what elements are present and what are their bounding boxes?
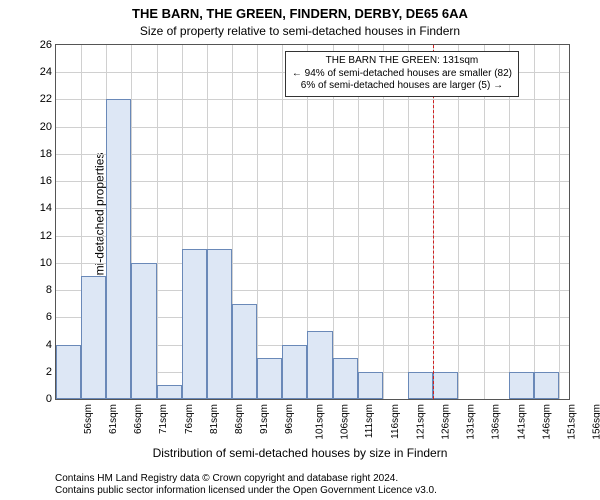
x-tick-label: 86sqm [234, 404, 245, 434]
histogram-bar [307, 331, 332, 399]
x-tick-label: 71sqm [158, 404, 169, 434]
histogram-bar [182, 249, 207, 399]
y-tick-label: 8 [34, 284, 52, 296]
annotation-line: ← 94% of semi-detached houses are smalle… [292, 68, 512, 81]
histogram-bar [282, 345, 307, 399]
y-tick-label: 12 [34, 230, 52, 242]
y-tick-label: 6 [34, 311, 52, 323]
y-tick-label: 2 [34, 366, 52, 378]
grid-line-v [383, 45, 384, 399]
x-tick-label: 121sqm [415, 404, 426, 440]
x-tick-label: 111sqm [364, 404, 375, 438]
y-tick-label: 22 [34, 93, 52, 105]
histogram-bar [433, 372, 458, 399]
y-tick-label: 16 [34, 175, 52, 187]
histogram-bar [157, 385, 182, 399]
y-tick-label: 14 [34, 202, 52, 214]
y-tick-label: 0 [34, 393, 52, 405]
x-tick-label: 131sqm [466, 404, 477, 440]
histogram-chart: THE BARN, THE GREEN, FINDERN, DERBY, DE6… [0, 0, 600, 500]
x-tick-label: 91sqm [259, 404, 270, 434]
histogram-bar [358, 372, 383, 399]
marker-line [433, 45, 434, 399]
annotation-line: 6% of semi-detached houses are larger (5… [292, 80, 512, 93]
grid-line-v [408, 45, 409, 399]
chart-subtitle: Size of property relative to semi-detach… [0, 24, 600, 38]
footer-text: Contains HM Land Registry data © Crown c… [55, 473, 398, 484]
x-tick-label: 106sqm [340, 404, 351, 440]
grid-line-v [458, 45, 459, 399]
histogram-bar [106, 99, 131, 399]
x-tick-label: 81sqm [209, 404, 220, 434]
grid-line-v [559, 45, 560, 399]
y-tick-label: 20 [34, 121, 52, 133]
x-tick-label: 96sqm [284, 404, 295, 434]
x-axis-label: Distribution of semi-detached houses by … [0, 446, 600, 460]
grid-line-v [358, 45, 359, 399]
histogram-bar [131, 263, 156, 399]
histogram-bar [81, 276, 106, 399]
annotation-line: THE BARN THE GREEN: 131sqm [292, 55, 512, 68]
grid-line-h [56, 208, 569, 209]
chart-title: THE BARN, THE GREEN, FINDERN, DERBY, DE6… [0, 6, 600, 21]
grid-line-v [333, 45, 334, 399]
x-tick-label: 156sqm [592, 404, 600, 440]
histogram-bar [408, 372, 433, 399]
histogram-bar [207, 249, 232, 399]
grid-line-h [56, 181, 569, 182]
x-tick-label: 76sqm [184, 404, 195, 434]
grid-line-h [56, 127, 569, 128]
y-tick-label: 24 [34, 66, 52, 78]
x-tick-label: 151sqm [566, 404, 577, 440]
y-tick-label: 10 [34, 257, 52, 269]
x-tick-label: 126sqm [441, 404, 452, 440]
x-tick-label: 136sqm [491, 404, 502, 440]
x-tick-label: 116sqm [390, 404, 401, 439]
grid-line-v [484, 45, 485, 399]
histogram-bar [509, 372, 534, 399]
y-tick-label: 4 [34, 339, 52, 351]
annotation-box: THE BARN THE GREEN: 131sqm ← 94% of semi… [285, 51, 519, 97]
grid-line-h [56, 99, 569, 100]
grid-line-v [157, 45, 158, 399]
grid-line-v [534, 45, 535, 399]
x-tick-label: 146sqm [541, 404, 552, 440]
plot-area: THE BARN THE GREEN: 131sqm ← 94% of semi… [55, 44, 570, 400]
grid-line-h [56, 154, 569, 155]
histogram-bar [232, 304, 257, 399]
x-tick-label: 61sqm [108, 404, 119, 434]
y-tick-label: 26 [34, 39, 52, 51]
grid-line-v [509, 45, 510, 399]
grid-line-h [56, 236, 569, 237]
grid-line-v [257, 45, 258, 399]
histogram-bar [56, 345, 81, 399]
x-tick-label: 141sqm [516, 404, 527, 440]
histogram-bar [534, 372, 559, 399]
x-tick-label: 56sqm [83, 404, 94, 434]
x-tick-label: 66sqm [133, 404, 144, 434]
histogram-bar [257, 358, 282, 399]
footer-text: Contains public sector information licen… [55, 485, 437, 496]
y-tick-label: 18 [34, 148, 52, 160]
x-tick-label: 101sqm [315, 404, 326, 440]
histogram-bar [333, 358, 358, 399]
